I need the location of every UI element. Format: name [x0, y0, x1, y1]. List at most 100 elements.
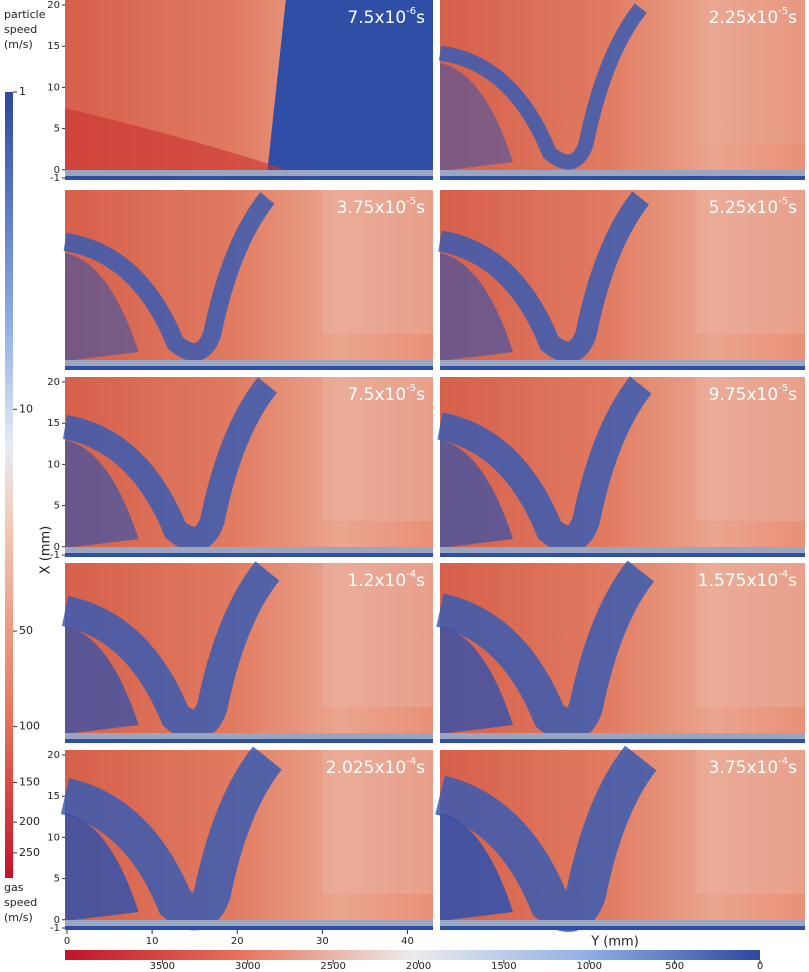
- left-core: [440, 440, 513, 548]
- far-field: [322, 190, 433, 334]
- expansion-band: [60, 746, 283, 931]
- particle-bed: [65, 920, 433, 926]
- vertical-tick-label: 5: [54, 124, 60, 135]
- particle-speed-title-1: particle: [4, 8, 46, 21]
- bed-base: [65, 926, 433, 930]
- left-core: [440, 253, 513, 361]
- vertical-tick-label: -1: [50, 550, 60, 561]
- left-core: [65, 440, 139, 548]
- panels: 7.5x10-6s 2.25x10-5s3.75x10-5s 5.25x10-5s7…: [60, 0, 805, 932]
- bed-base: [65, 366, 433, 370]
- time-unit: s: [788, 385, 797, 405]
- time-base: 5.25x10: [709, 198, 779, 218]
- vertical-tick-label: 0: [54, 165, 60, 176]
- time-base: 9.75x10: [709, 385, 779, 405]
- vertical-tick-label: 0: [54, 915, 60, 926]
- particle-bed: [440, 547, 805, 553]
- vertical-tick-label: 15: [47, 41, 60, 52]
- time-base: 3.75x10: [337, 198, 407, 218]
- gas-speed-tick-label: 1000: [577, 961, 602, 972]
- gas-speed-tick-label: 3500: [150, 961, 175, 972]
- vertical-tick-label: 0: [54, 542, 60, 553]
- time-base: 7.5x10: [347, 8, 406, 28]
- left-core: [440, 63, 513, 171]
- left-core: [65, 253, 139, 361]
- far-field: [695, 190, 805, 334]
- time-exponent: -5: [778, 6, 788, 17]
- bed-base: [440, 176, 805, 180]
- particle-speed-colorbar: [5, 92, 13, 878]
- dense-region: [65, 108, 286, 170]
- vertical-tick-label: 15: [47, 418, 60, 429]
- time-base: 1.2x10: [347, 571, 406, 591]
- time-label: 1.2x10-4s: [347, 569, 425, 591]
- horizontal-tick-label: 20: [231, 936, 244, 947]
- vertical-tick-label: 20: [47, 750, 60, 761]
- time-unit: s: [788, 8, 797, 28]
- gas-speed-tick-label: 1500: [491, 961, 516, 972]
- particle-speed-tick-label: 10: [19, 402, 33, 415]
- bed-base: [440, 926, 805, 930]
- time-label: 3.75x10-4s: [709, 756, 798, 778]
- gas-speed-tick-label: 500: [665, 961, 684, 972]
- gas-speed-colorbar: [65, 950, 760, 960]
- time-exponent: -6: [406, 6, 416, 17]
- particle-speed-tick-label: 200: [19, 815, 40, 828]
- particle-bed: [65, 547, 433, 553]
- time-exponent: -4: [778, 756, 788, 767]
- particle-bed: [440, 170, 805, 176]
- left-core: [440, 813, 513, 921]
- particle-bed: [440, 360, 805, 366]
- vertical-tick-label: 10: [47, 82, 60, 93]
- vertical-tick-label: -1: [50, 173, 60, 184]
- expansion-band: [63, 192, 275, 361]
- particle-bed: [65, 170, 433, 176]
- time-exponent: -4: [406, 569, 416, 580]
- vertical-tick-label: 5: [54, 874, 60, 885]
- horizontal-tick-label: 40: [401, 936, 414, 947]
- time-label: 5.25x10-5s: [709, 196, 798, 218]
- particle-speed-tick-label: 50: [19, 624, 33, 637]
- gas-speed-title-1: gas: [4, 881, 24, 894]
- bed-base: [65, 739, 433, 743]
- left-core: [440, 626, 513, 734]
- horizontal-axis-label: Y (mm): [590, 935, 639, 950]
- time-unit: s: [416, 571, 425, 591]
- far-field: [695, 0, 805, 144]
- far-field: [322, 377, 433, 521]
- vertical-tick-label: 10: [47, 459, 60, 470]
- time-exponent: -5: [778, 196, 788, 207]
- time-exponent: -5: [778, 383, 788, 394]
- vertical-axis-label: X (mm): [39, 526, 54, 575]
- particle-speed-tick-label: 250: [19, 846, 40, 859]
- expansion-band: [435, 560, 655, 742]
- horizontal-tick-label: 30: [316, 936, 329, 947]
- expansion-band: [436, 376, 652, 553]
- vertical-tick-label: 5: [54, 501, 60, 512]
- time-label: 7.5x10-5s: [347, 383, 425, 405]
- time-exponent: -4: [406, 756, 416, 767]
- time-label: 7.5x10-6s: [347, 6, 425, 28]
- expansion-band: [434, 745, 657, 932]
- vertical-tick-label: 15: [47, 791, 60, 802]
- time-label: 3.75x10-5s: [337, 196, 426, 218]
- shock-front: [267, 0, 433, 170]
- gas-speed-tick-label: 2500: [320, 961, 345, 972]
- vertical-tick-label: 20: [47, 0, 60, 11]
- vertical-tick-label: 10: [47, 832, 60, 843]
- particle-bed: [65, 733, 433, 739]
- bed-base: [65, 176, 433, 180]
- gas-speed-tick-label: 2000: [406, 961, 431, 972]
- time-exponent: -5: [406, 196, 416, 207]
- horizontal-tick-label: 0: [64, 936, 70, 947]
- far-field: [695, 377, 805, 521]
- expansion-band: [62, 377, 278, 552]
- time-label: 1.575x10-4s: [698, 569, 797, 591]
- time-base: 2.025x10: [326, 758, 406, 778]
- bed-base: [440, 739, 805, 743]
- expansion-band: [437, 191, 650, 363]
- time-exponent: -4: [778, 569, 788, 580]
- time-unit: s: [416, 8, 425, 28]
- time-base: 7.5x10: [347, 385, 406, 405]
- time-base: 1.575x10: [698, 571, 778, 591]
